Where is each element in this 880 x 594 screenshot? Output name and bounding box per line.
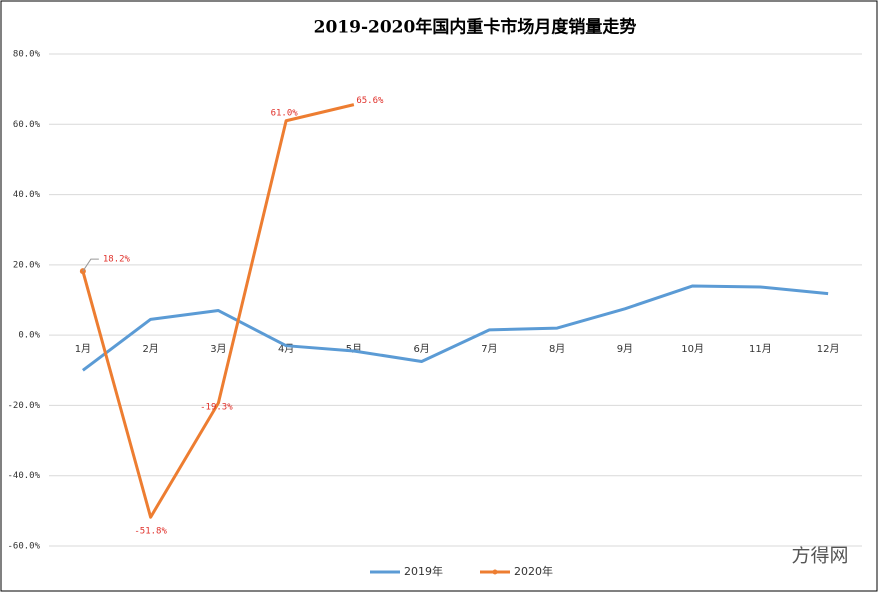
y-tick-label: 0.0% (18, 331, 40, 341)
watermark: 方得网 (791, 545, 848, 567)
data-label: -19.3% (200, 402, 233, 412)
leader-line (82, 258, 99, 272)
data-label: -51.8% (134, 527, 167, 537)
y-tick-label: 60.0% (13, 120, 41, 130)
x-tick-label: 12月 (817, 343, 840, 355)
x-tick-label: 10月 (681, 343, 704, 355)
x-tick-label: 11月 (749, 343, 772, 355)
x-tick-label: 2月 (142, 343, 158, 355)
chart-title: 2019-2020年国内重卡市场月度销量走势 (314, 17, 637, 38)
data-label: 65.6% (356, 96, 384, 106)
x-tick-label: 7月 (481, 343, 497, 355)
y-tick-label: 40.0% (13, 190, 41, 200)
y-tick-label: 20.0% (13, 260, 41, 270)
legend-label: 2019年 (404, 564, 443, 578)
data-label: 18.2% (103, 255, 131, 265)
x-tick-label: 3月 (210, 343, 226, 355)
x-tick-label: 1月 (75, 343, 91, 355)
x-tick-label: 9月 (617, 343, 633, 355)
x-tick-label: 8月 (549, 343, 565, 355)
y-tick-label: -20.0% (7, 401, 40, 411)
y-tick-label: -40.0% (7, 471, 40, 481)
y-tick-label: 80.0% (13, 50, 41, 60)
legend-marker (492, 569, 498, 575)
x-tick-label: 6月 (413, 343, 429, 355)
data-label: 61.0% (271, 108, 299, 118)
series-line (81, 103, 355, 519)
series-line (81, 284, 829, 372)
y-tick-label: -60.0% (7, 542, 40, 552)
legend-label: 2020年 (514, 564, 553, 578)
